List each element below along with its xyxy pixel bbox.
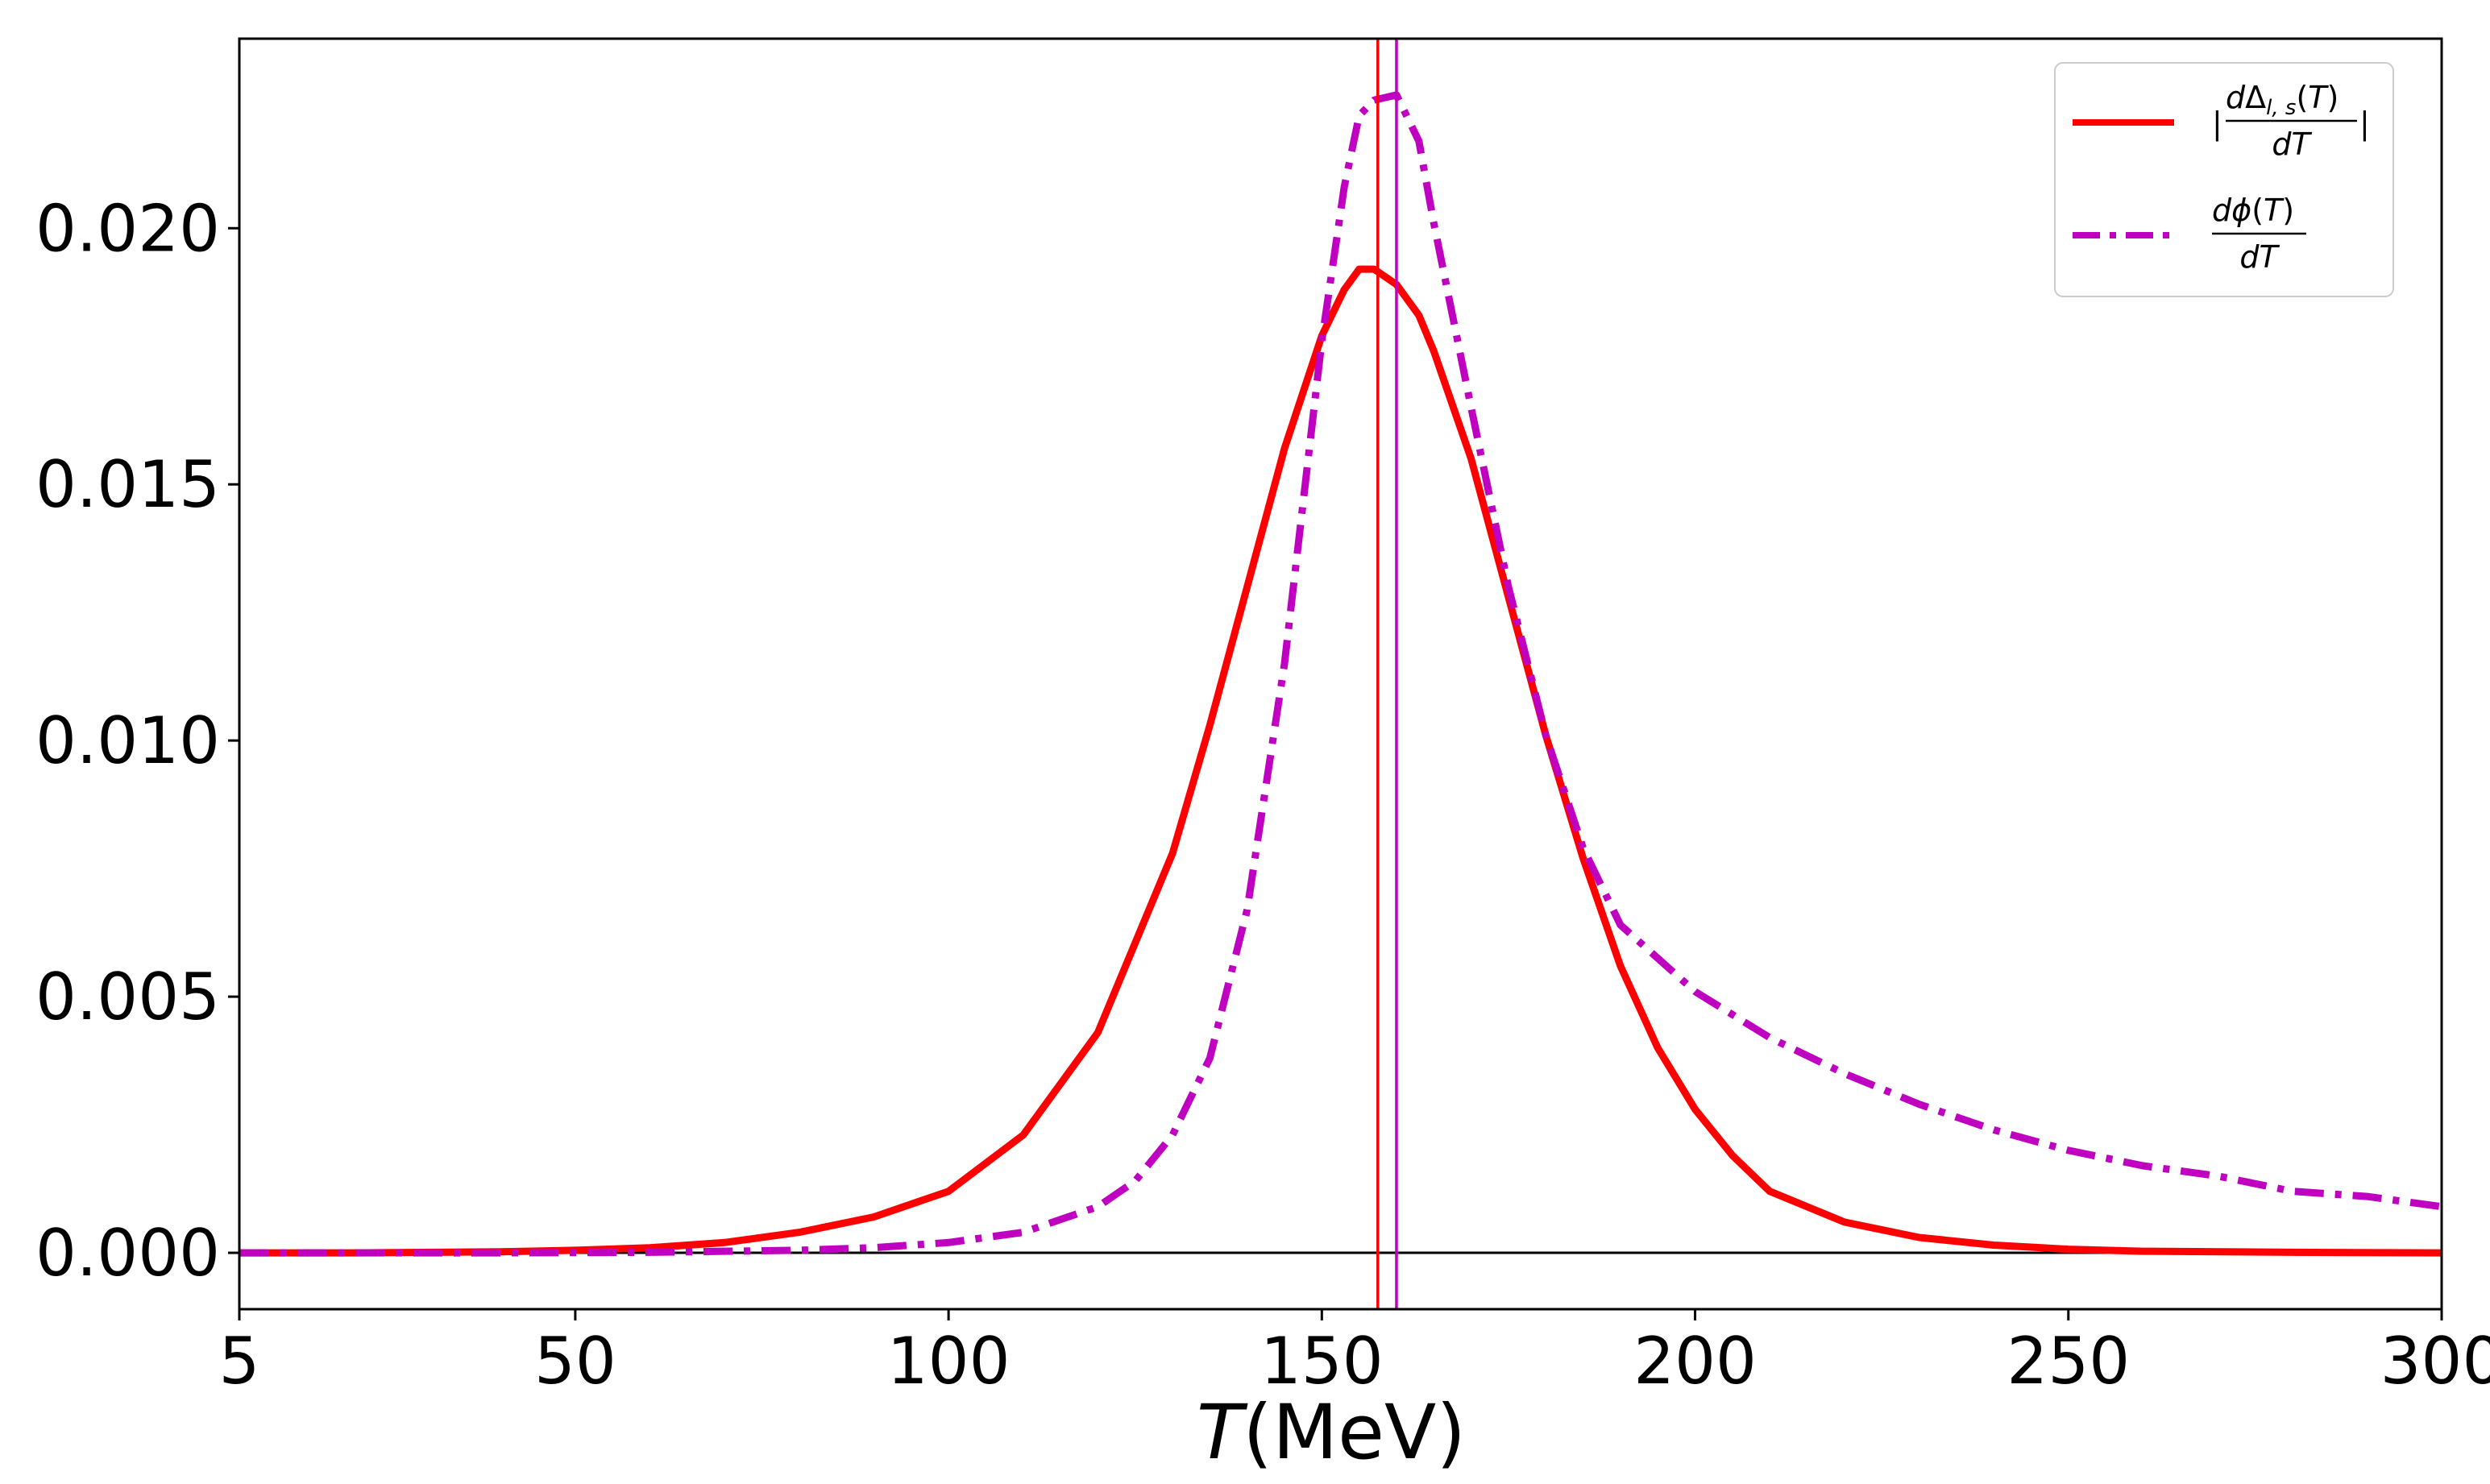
x-tick-label: 150 <box>1260 1324 1384 1399</box>
y-tick-label: 0.010 <box>35 703 220 778</box>
y-tick-label: 0.020 <box>35 191 220 266</box>
x-tick-label: 200 <box>1633 1324 1757 1399</box>
legend-entry-polyakov: dϕ(T) dT <box>2073 193 2306 275</box>
y-tick-label: 0.005 <box>35 960 220 1034</box>
plot-frame <box>238 37 2443 1311</box>
legend-numerator-polyakov: dϕ(T) <box>2212 193 2294 228</box>
plot-area: 5 50 100 150 200 250 300 0.000 0.005 0.010 0.015 0.… <box>35 37 2490 1399</box>
series-line-polyakov <box>239 91 2442 1257</box>
y-tick-label: 0.015 <box>35 447 220 522</box>
x-axis-label: T(MeV) <box>1197 1389 1466 1477</box>
legend-box <box>2054 62 2394 297</box>
legend-denominator-polyakov: dT <box>2239 239 2280 275</box>
legend-abs-bar-left: | <box>2212 106 2222 142</box>
x-tick-label: 5 <box>219 1324 260 1399</box>
legend: | dΔl, s(T) dT | dϕ(T) dT <box>2054 62 2394 297</box>
x-tick-label: 100 <box>887 1324 1011 1399</box>
legend-denominator-gradient: dT <box>2272 126 2312 162</box>
y-tick-label: 0.000 <box>35 1216 220 1291</box>
x-tick-label: 300 <box>2380 1324 2490 1399</box>
x-tick-label: 250 <box>2007 1324 2130 1399</box>
legend-entry-gradient: | dΔl, s(T) dT | <box>2073 80 2370 162</box>
x-tick-label: 50 <box>534 1324 616 1399</box>
legend-numerator-gradient: dΔl, s(T) <box>2226 80 2339 120</box>
series-line-gradient <box>239 265 2442 1257</box>
legend-abs-bar-right: | <box>2359 106 2370 142</box>
